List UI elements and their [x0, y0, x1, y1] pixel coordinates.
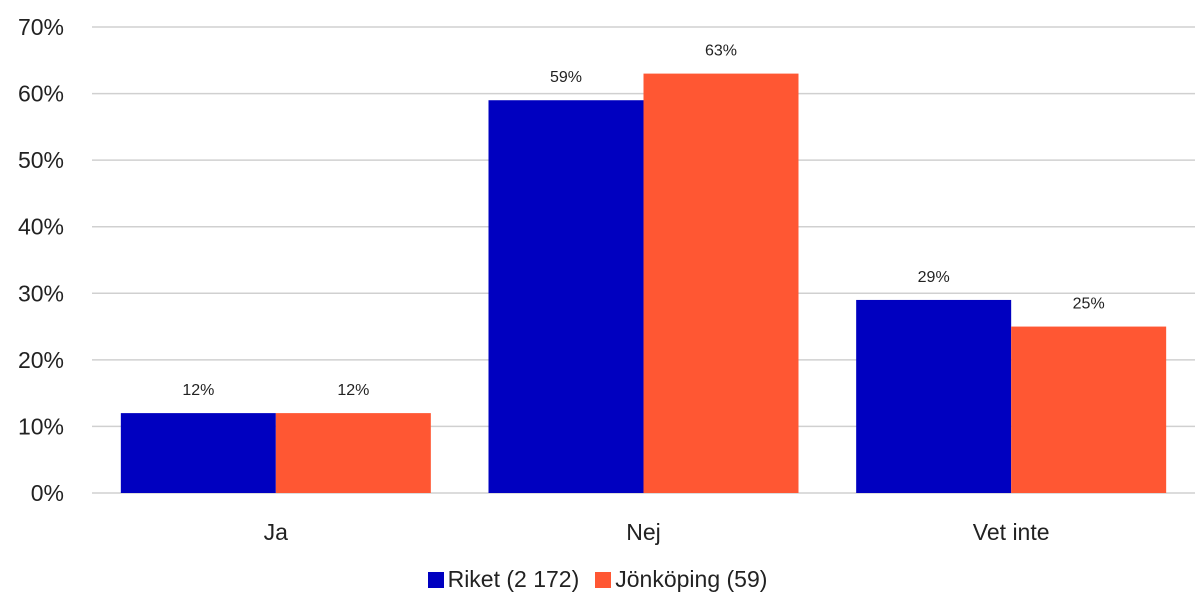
x-tick-label: Vet inte — [973, 519, 1050, 545]
legend-item: Jönköping (59) — [595, 566, 767, 593]
data-label: 29% — [918, 269, 950, 286]
legend-swatch — [427, 571, 444, 588]
bar — [856, 299, 1012, 493]
x-tick-label: Ja — [264, 519, 289, 545]
y-tick-label: 0% — [31, 480, 64, 506]
data-label: 12% — [182, 382, 214, 399]
y-tick-label: 50% — [18, 147, 64, 173]
bar — [275, 413, 431, 493]
y-tick-label: 40% — [18, 214, 64, 240]
legend-item: Riket (2 172) — [427, 566, 580, 593]
bar — [120, 413, 276, 493]
x-tick-label: Nej — [626, 519, 661, 545]
data-label: 25% — [1073, 296, 1105, 313]
y-axis: 0% 10% 20% 30% 40% 50% 60% 70% — [18, 14, 64, 506]
legend-swatch — [595, 571, 612, 588]
legend-label: Riket (2 172) — [447, 566, 580, 592]
y-tick-label: 70% — [18, 14, 64, 40]
y-tick-label: 30% — [18, 280, 64, 306]
legend-label: Jönköping (59) — [615, 566, 768, 592]
bar — [488, 100, 644, 493]
data-label: 12% — [337, 382, 369, 399]
bar-chart: 0% 10% 20% 30% 40% 50% 60% 70% 12% 12% 59% 63% 29% 2… — [18, 14, 1195, 545]
x-axis: Ja Nej Vet inte — [264, 519, 1050, 545]
legend: Riket (2 172) Jönköping (59) — [0, 566, 1195, 593]
bars — [120, 73, 1167, 493]
data-label: 63% — [705, 43, 737, 60]
y-tick-label: 60% — [18, 81, 64, 107]
y-tick-label: 20% — [18, 347, 64, 373]
data-label: 59% — [550, 69, 582, 86]
y-tick-label: 10% — [18, 413, 64, 439]
bar — [1011, 326, 1167, 493]
bar — [643, 73, 799, 493]
data-labels: 12% 12% 59% 63% 29% 25% — [182, 43, 1104, 400]
